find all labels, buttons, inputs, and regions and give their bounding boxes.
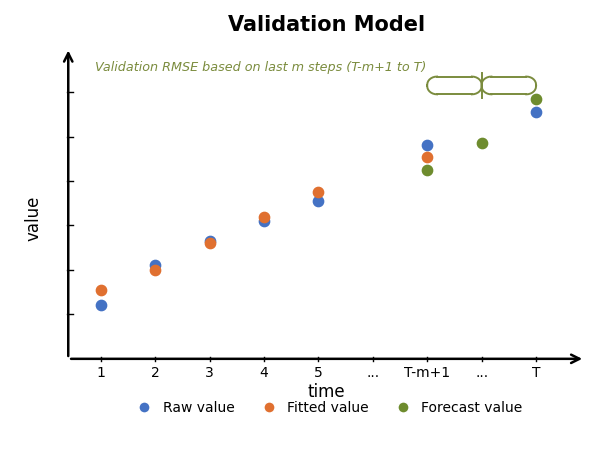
Point — [531, 95, 541, 102]
Point — [477, 140, 487, 147]
Point — [259, 217, 269, 225]
Point — [205, 240, 214, 247]
Point — [151, 266, 160, 274]
Point — [422, 153, 432, 160]
Title: Validation Model: Validation Model — [228, 15, 425, 35]
Point — [205, 237, 214, 245]
Point — [151, 262, 160, 269]
Point — [314, 188, 323, 196]
Point — [96, 286, 106, 294]
Y-axis label: value: value — [25, 196, 43, 242]
Point — [314, 197, 323, 205]
Legend: Raw value, Fitted value, Forecast value: Raw value, Fitted value, Forecast value — [125, 395, 528, 420]
Point — [422, 166, 432, 174]
Point — [531, 109, 541, 116]
Point — [96, 302, 106, 309]
X-axis label: time: time — [308, 383, 346, 400]
Text: Validation RMSE based on last m steps (T-m+1 to T): Validation RMSE based on last m steps (T… — [95, 61, 427, 74]
Point — [259, 213, 269, 220]
Point — [422, 141, 432, 149]
